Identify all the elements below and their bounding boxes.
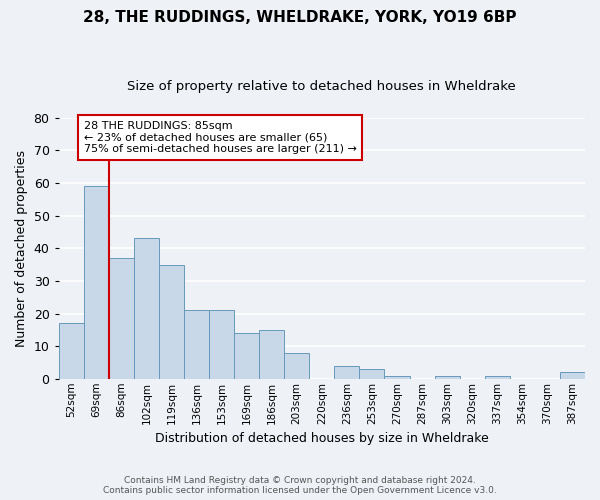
Title: Size of property relative to detached houses in Wheldrake: Size of property relative to detached ho…	[127, 80, 516, 93]
Bar	[59, 324, 83, 379]
Y-axis label: Number of detached properties: Number of detached properties	[15, 150, 28, 347]
Bar	[284, 352, 309, 379]
X-axis label: Distribution of detached houses by size in Wheldrake: Distribution of detached houses by size …	[155, 432, 488, 445]
Bar	[434, 376, 460, 379]
Bar	[385, 376, 410, 379]
Bar	[209, 310, 234, 379]
Text: 28, THE RUDDINGS, WHELDRAKE, YORK, YO19 6BP: 28, THE RUDDINGS, WHELDRAKE, YORK, YO19 …	[83, 10, 517, 25]
Bar	[259, 330, 284, 379]
Bar	[134, 238, 159, 379]
Bar	[485, 376, 510, 379]
Text: Contains HM Land Registry data © Crown copyright and database right 2024.
Contai: Contains HM Land Registry data © Crown c…	[103, 476, 497, 495]
Bar	[184, 310, 209, 379]
Bar	[109, 258, 134, 379]
Bar	[234, 333, 259, 379]
Bar	[83, 186, 109, 379]
Bar	[159, 264, 184, 379]
Bar	[334, 366, 359, 379]
Bar	[560, 372, 585, 379]
Text: 28 THE RUDDINGS: 85sqm
← 23% of detached houses are smaller (65)
75% of semi-det: 28 THE RUDDINGS: 85sqm ← 23% of detached…	[83, 121, 356, 154]
Bar	[359, 369, 385, 379]
